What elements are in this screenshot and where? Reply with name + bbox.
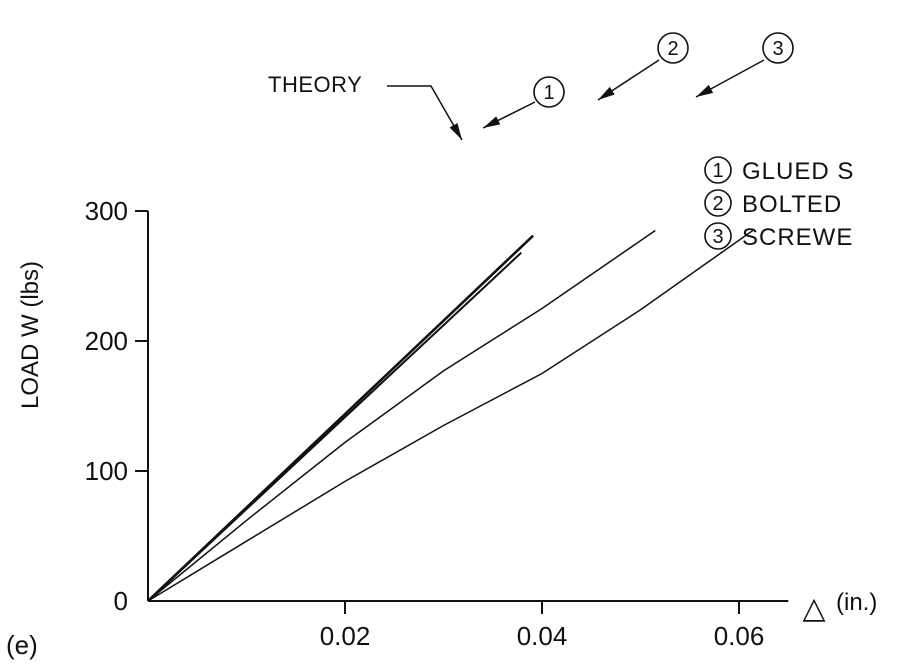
callout-1-arrowhead [483,116,501,128]
legend-entry-label: GLUED S [742,158,854,185]
callout-3-arrowhead [696,84,714,97]
callout-1-number: 1 [543,82,554,104]
series-lines [147,229,754,602]
x-axis-label: (in.) [836,589,877,616]
y-tick-label: 100 [85,456,128,486]
callout-3-number: 3 [772,38,783,60]
x-tick-label: 0.02 [320,621,371,651]
legend-entry-label: SCREWE [742,224,853,251]
series-line-3 [147,229,754,602]
annotations: THEORY 1 2 3 [268,32,794,141]
callout-2-arrowhead [598,86,615,100]
callout-2-circle [657,32,689,64]
legend-number: 1 [712,160,723,182]
series-line-1 [147,251,522,602]
callout-2-number: 2 [667,38,678,60]
y-tick-label: 300 [85,196,128,226]
y-tick-label: 0 [114,586,128,616]
ticks: 0 100 200 300 0.02 0.04 0.06 [85,196,765,651]
y-axis-label: LOAD W (lbs) [17,261,44,409]
legend-number: 3 [712,226,723,248]
theory-leader [387,85,463,141]
y-tick-label: 200 [85,326,128,356]
legend: 1 GLUED S 2 BOLTED 3 SCREWE [704,156,854,251]
legend-circle [704,222,732,250]
theory-arrowhead [449,123,462,140]
legend-number: 2 [712,193,723,215]
x-tick-label: 0.06 [714,621,765,651]
legend-circle [704,189,732,217]
axes [147,211,789,602]
legend-circle [704,156,732,184]
series-line-2 [147,229,656,602]
legend-entry-label: BOLTED [742,191,842,218]
x-axis-label-symbol: △ [802,592,825,625]
callout-3-circle [762,32,794,64]
x-tick-label: 0.04 [517,621,568,651]
theory-label: THEORY [268,72,362,97]
callout-1-circle [533,76,565,108]
panel-label: (e) [6,630,38,660]
